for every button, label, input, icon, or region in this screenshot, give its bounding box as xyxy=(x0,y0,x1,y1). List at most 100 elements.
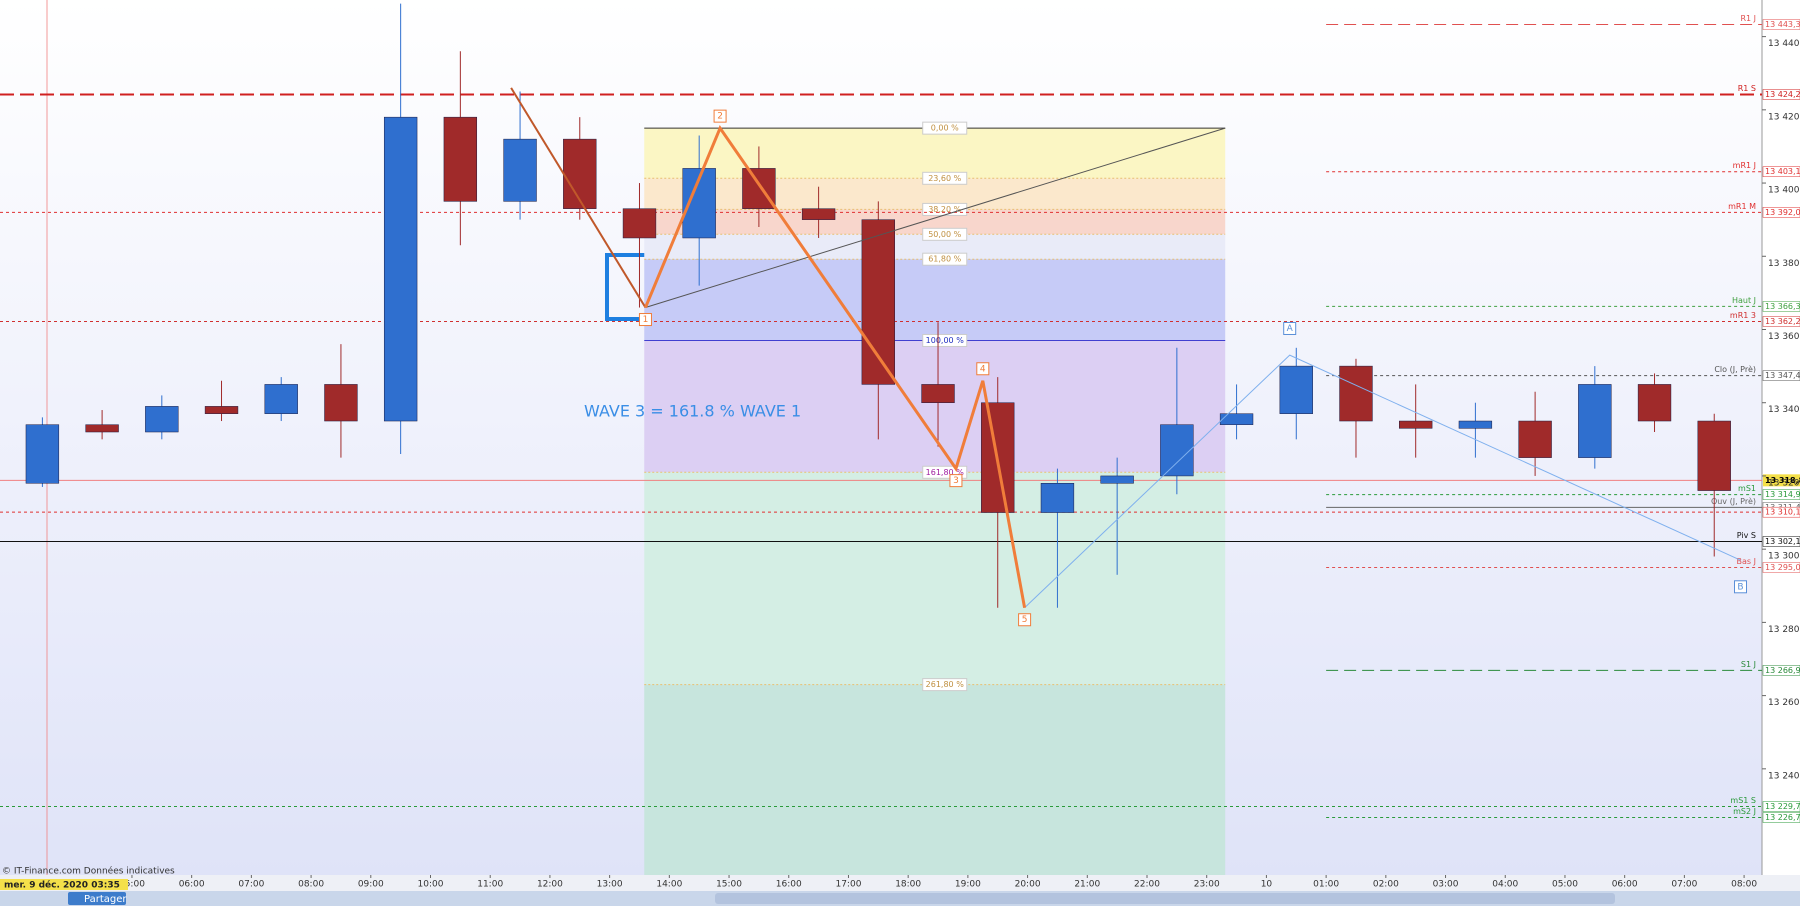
x-tick-label: 07:00 xyxy=(1671,880,1697,890)
x-tick-label: 02:00 xyxy=(1373,880,1399,890)
level-label: 13 310,1 xyxy=(1765,508,1800,517)
fib-label-box xyxy=(922,171,968,185)
level-name: R1 J xyxy=(1740,14,1756,23)
x-tick-label: 06:00 xyxy=(1612,880,1638,890)
share-label[interactable]: Partager xyxy=(84,894,127,905)
y-tick-label: 13 260 xyxy=(1768,698,1800,708)
level-label: 13 266,9 xyxy=(1765,666,1800,675)
level-label-box xyxy=(1762,506,1800,518)
level-name: Haut J xyxy=(1732,296,1756,305)
level-label: 13 302,1 xyxy=(1765,537,1800,546)
level-label-box xyxy=(1762,316,1800,327)
level-label-box xyxy=(1762,801,1800,812)
x-tick-label: 20:00 xyxy=(1015,880,1041,890)
candle-body xyxy=(1578,384,1612,458)
level-label: 13 443,3 xyxy=(1765,20,1800,29)
fib-label: 38,20 % xyxy=(928,205,961,214)
fib-zone xyxy=(644,340,1226,473)
level-name: mS1 xyxy=(1738,484,1756,493)
candle-body xyxy=(1697,420,1731,491)
x-tick-label: 16:00 xyxy=(776,880,802,890)
x-tick-label: 06:00 xyxy=(179,880,205,890)
fib-zone xyxy=(644,128,1226,179)
x-tick-label: 15:00 xyxy=(716,880,742,890)
level-label-box xyxy=(1762,812,1800,823)
level-label: 13 403,1 xyxy=(1765,167,1800,176)
x-tick-label: 01:00 xyxy=(1313,880,1339,890)
trend-line xyxy=(645,127,1226,309)
candle-body xyxy=(503,138,537,202)
level-label: 13 392,0 xyxy=(1765,208,1800,217)
level-label: 13 362,2 xyxy=(1765,317,1800,326)
point-label: 4 xyxy=(980,364,986,374)
fib-zone xyxy=(644,472,1226,685)
trend-line xyxy=(510,87,647,309)
date-badge xyxy=(0,879,128,890)
x-tick-label: 05:00 xyxy=(1552,880,1578,890)
point-label: 3 xyxy=(953,476,959,486)
candle-body xyxy=(264,384,298,414)
trend-line xyxy=(1024,354,1741,609)
point-label: B xyxy=(1737,582,1743,592)
candle-body xyxy=(383,116,418,422)
y-tick-label: 13 320 xyxy=(1768,478,1800,488)
x-tick-label: 05:00 xyxy=(119,880,145,890)
level-name: Piv S xyxy=(1737,531,1756,540)
level-name: mR1 M xyxy=(1728,202,1756,211)
point-label-box xyxy=(976,362,990,376)
fib-label: 50,00 % xyxy=(928,230,961,239)
fib-label: 261,80 % xyxy=(926,680,965,689)
level-label: 13 366,3 xyxy=(1765,302,1800,311)
fib-label-box xyxy=(922,227,968,241)
wave-line xyxy=(644,125,1027,609)
candle-body xyxy=(1160,424,1194,477)
fib-label-box xyxy=(922,333,968,347)
level-label-box xyxy=(1762,166,1800,177)
point-label-box xyxy=(638,313,652,327)
point-label: A xyxy=(1287,324,1294,334)
x-tick-label: 14:00 xyxy=(656,880,682,890)
candle-body xyxy=(563,138,597,209)
candle-body xyxy=(1100,475,1134,484)
share-button[interactable] xyxy=(68,892,126,905)
fib-label: 100,00 % xyxy=(926,336,965,345)
level-label-box xyxy=(1762,207,1800,218)
y-tick-label: 13 280 xyxy=(1768,625,1800,635)
level-name: Ouv (J, Prè) xyxy=(1711,496,1756,506)
x-tick-label: 07:00 xyxy=(238,880,264,890)
candle-body xyxy=(1399,420,1433,429)
candle-body xyxy=(1279,365,1313,414)
candle-body xyxy=(1040,483,1075,513)
level-label-box xyxy=(1762,301,1800,312)
fib-label: 61,80 % xyxy=(928,255,961,264)
fib-label: 23,60 % xyxy=(928,174,961,183)
scrollbar[interactable] xyxy=(715,893,1615,904)
y-tick-label: 13 380 xyxy=(1768,259,1800,269)
fib-label-box xyxy=(922,678,968,692)
fib-zone xyxy=(644,259,1226,341)
level-label: 13 226,7 xyxy=(1765,813,1800,822)
level-label: 13 347,4 xyxy=(1765,371,1800,380)
level-name: mR1 J xyxy=(1733,161,1756,170)
y-tick-label: 13 400 xyxy=(1768,186,1800,196)
candle-body xyxy=(921,384,955,403)
level-label-box xyxy=(1762,489,1800,500)
level-label: 13 424,2 xyxy=(1765,90,1800,99)
date-label: mer. 9 déc. 2020 03:35 xyxy=(4,880,120,891)
level-name: S1 J xyxy=(1741,660,1756,669)
level-label-box xyxy=(1762,665,1800,676)
point-label-box xyxy=(949,474,963,488)
x-tick-label: 21:00 xyxy=(1074,880,1100,890)
level-name: Bas J xyxy=(1737,557,1756,566)
level-name: R1 S xyxy=(1738,84,1756,93)
fib-label-box xyxy=(922,252,968,266)
candle-body xyxy=(1518,420,1552,458)
y-tick-label: 13 340 xyxy=(1768,405,1800,415)
level-label: 13 229,7 xyxy=(1765,802,1800,811)
candle-body xyxy=(1458,420,1493,429)
level-label-box xyxy=(1762,562,1800,573)
last-price-label: 13 318,8 xyxy=(1765,476,1800,485)
fib-label: 0,00 % xyxy=(931,124,959,133)
